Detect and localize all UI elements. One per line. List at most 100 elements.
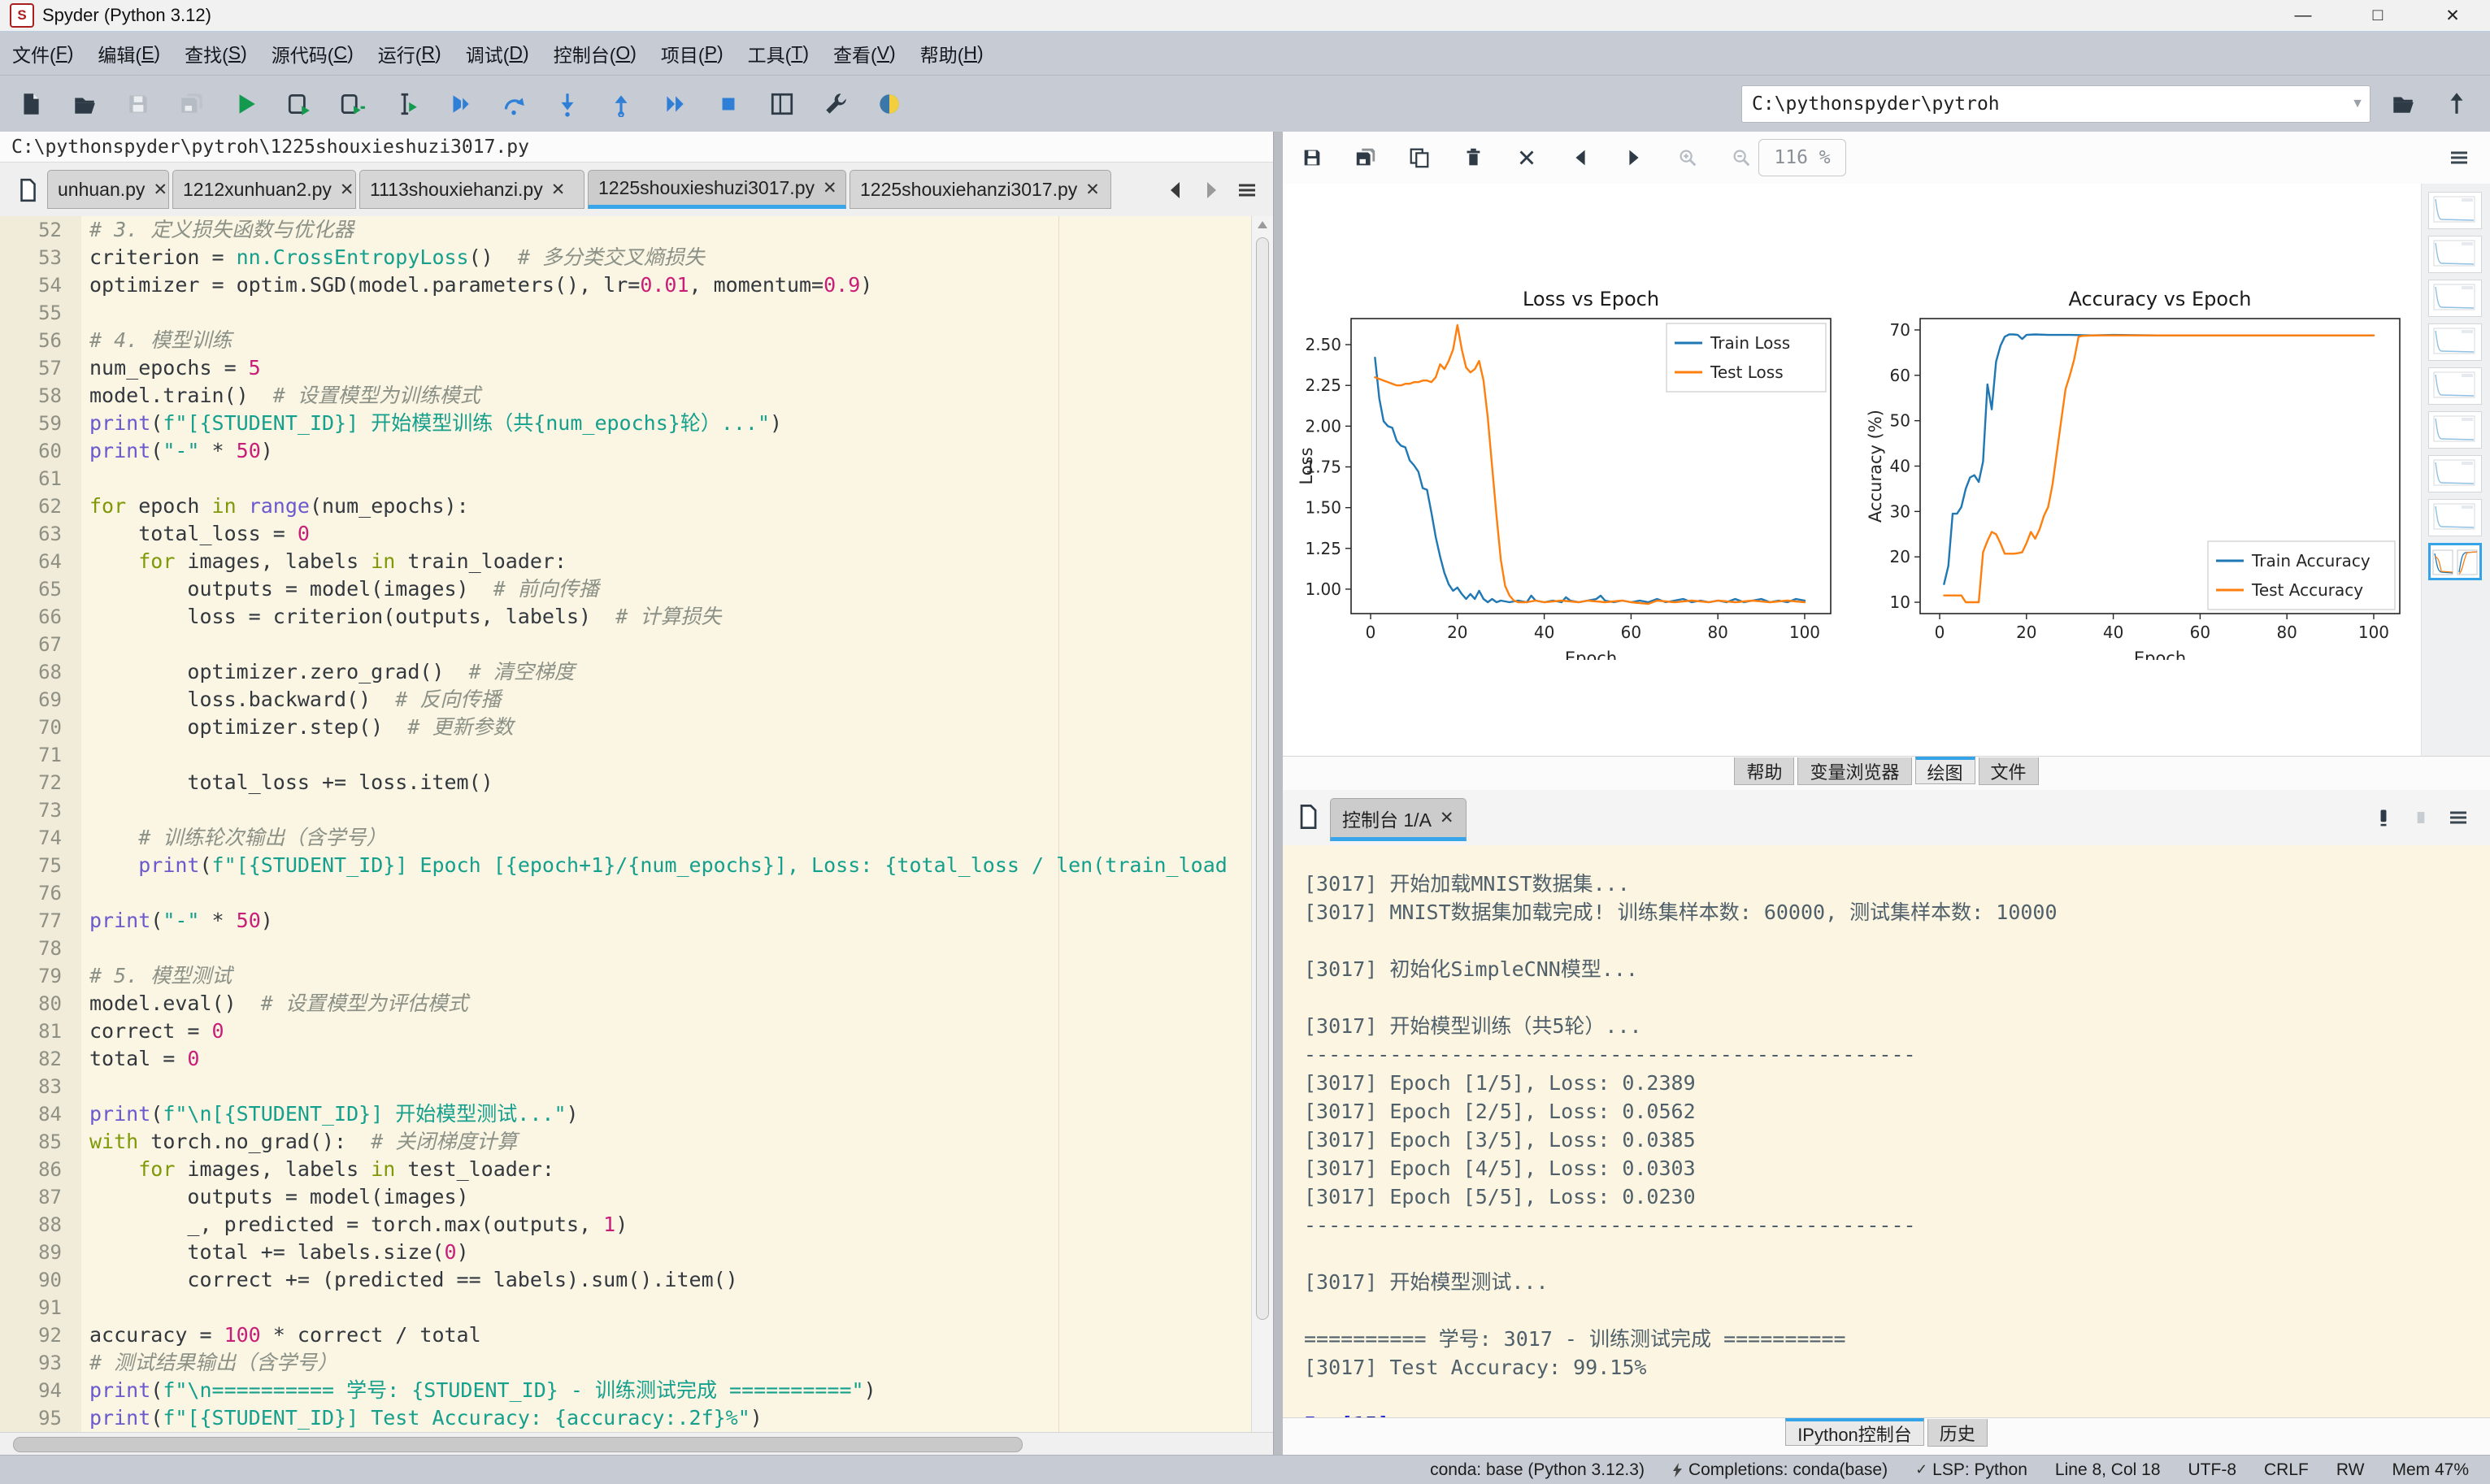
close-icon[interactable]: ✕: [1439, 809, 1454, 827]
code-line-81[interactable]: 81 correct = 0: [0, 1018, 1273, 1045]
code-line-58[interactable]: 58 model.train() # 设置模型为训练模式: [0, 382, 1273, 410]
code-line-68[interactable]: 68 optimizer.zero_grad() # 清空梯度: [0, 658, 1273, 686]
debug-step-return-icon[interactable]: [605, 88, 637, 120]
console-prompt[interactable]: In [15]:: [1304, 1410, 2058, 1417]
plot-thumbnail-5[interactable]: [2428, 367, 2482, 405]
interrupt-kernel-icon[interactable]: [2365, 801, 2402, 834]
code-line-59[interactable]: 59 print(f"[{STUDENT_ID}] 开始模型训练（共{num_ep…: [0, 410, 1273, 437]
menu-item-h[interactable]: 帮助(H): [919, 42, 984, 66]
working-directory-combobox[interactable]: C:\pythonspyder\pytroh ▼: [1741, 85, 2370, 123]
code-line-64[interactable]: 64 for images, labels in train_loader:: [0, 548, 1273, 575]
pane-tab-绘图[interactable]: 绘图: [1914, 757, 1975, 784]
menu-item-d[interactable]: 调试(D): [465, 42, 529, 66]
console-tab-历史[interactable]: 历史: [1927, 1419, 1988, 1447]
code-line-56[interactable]: 56 # 4. 模型训练: [0, 327, 1273, 354]
python-path-manager-icon[interactable]: [873, 88, 906, 120]
code-line-86[interactable]: 86 for images, labels in test_loader:: [0, 1156, 1273, 1183]
code-line-94[interactable]: 94 print(f"\n========== 学号: {STUDENT_ID} …: [0, 1377, 1273, 1404]
menu-item-r[interactable]: 运行(R): [377, 42, 441, 66]
editor-tab-unhuan-py[interactable]: unhuan.py ✕: [47, 170, 169, 209]
console-tab[interactable]: 控制台 1/A ✕: [1330, 798, 1467, 841]
browse-consoles-icon[interactable]: [1294, 803, 1325, 834]
code-line-54[interactable]: 54 optimizer = optim.SGD(model.parameters…: [0, 271, 1273, 299]
code-line-65[interactable]: 65 outputs = model(images) # 前向传播: [0, 575, 1273, 603]
code-line-69[interactable]: 69 loss.backward() # 反向传播: [0, 686, 1273, 714]
scrollbar-thumb[interactable]: [13, 1437, 1023, 1452]
close-icon[interactable]: ✕: [550, 180, 566, 199]
code-line-72[interactable]: 72 total_loss += loss.item(): [0, 769, 1273, 796]
code-line-90[interactable]: 90 correct += (predicted == labels).sum(…: [0, 1266, 1273, 1294]
pane-tab-文件[interactable]: 文件: [1978, 757, 2039, 785]
close-icon[interactable]: ✕: [822, 178, 837, 197]
code-line-91[interactable]: 91: [0, 1294, 1273, 1321]
menu-item-s[interactable]: 查找(S): [185, 42, 247, 66]
code-line-82[interactable]: 82 total = 0: [0, 1045, 1273, 1073]
save-plot-icon[interactable]: [1296, 141, 1328, 174]
code-line-67[interactable]: 67: [0, 631, 1273, 658]
console-options-menu-icon[interactable]: [2440, 801, 2477, 834]
code-line-52[interactable]: 52 # 3. 定义损失函数与优化器: [0, 216, 1273, 244]
editor-tab-1225shouxieshuzi3017-py[interactable]: 1225shouxieshuzi3017.py ✕: [588, 170, 846, 209]
next-tab-button[interactable]: [1193, 174, 1229, 206]
plot-thumbnail-7[interactable]: [2428, 455, 2482, 492]
run-cell-icon[interactable]: [283, 88, 315, 120]
browse-directory-button[interactable]: [2387, 87, 2419, 119]
chevron-down-icon[interactable]: ▼: [2351, 97, 2364, 111]
previous-plot-icon[interactable]: [1564, 141, 1597, 174]
open-file-icon[interactable]: [68, 88, 101, 120]
scroll-up-arrow[interactable]: [1258, 221, 1267, 228]
parent-directory-button[interactable]: [2440, 87, 2473, 119]
code-line-53[interactable]: 53 criterion = nn.CrossEntropyLoss() # 多分…: [0, 244, 1273, 271]
code-line-70[interactable]: 70 optimizer.step() # 更新参数: [0, 714, 1273, 741]
debug-step-over-icon[interactable]: [498, 88, 530, 120]
plot-thumbnail-strip[interactable]: [2421, 184, 2490, 756]
code-line-88[interactable]: 88 _, predicted = torch.max(outputs, 1): [0, 1211, 1273, 1239]
editor-vertical-scrollbar[interactable]: [1251, 216, 1273, 1432]
editor-horizontal-scrollbar[interactable]: [0, 1432, 1273, 1456]
close-button[interactable]: ✕: [2445, 6, 2460, 25]
menu-item-p[interactable]: 项目(P): [660, 42, 724, 66]
code-line-84[interactable]: 84 print(f"\n[{STUDENT_ID}] 开始模型测试..."): [0, 1100, 1273, 1128]
debug-continue-icon[interactable]: [658, 88, 691, 120]
run-file-icon[interactable]: [229, 88, 262, 120]
code-line-80[interactable]: 80 model.eval() # 设置模型为评估模式: [0, 990, 1273, 1018]
run-cell-advance-icon[interactable]: [337, 88, 369, 120]
run-selection-icon[interactable]: [390, 88, 423, 120]
previous-tab-button[interactable]: [1158, 174, 1193, 206]
code-line-78[interactable]: 78: [0, 935, 1273, 962]
code-line-92[interactable]: 92 accuracy = 100 * correct / total: [0, 1321, 1273, 1349]
preferences-icon[interactable]: [819, 88, 852, 120]
editor-tab-1212xunhuan2-py[interactable]: 1212xunhuan2.py ✕: [172, 170, 356, 209]
minimize-button[interactable]: —: [2294, 6, 2312, 24]
code-line-85[interactable]: 85 with torch.no_grad(): # 关闭梯度计算: [0, 1128, 1273, 1156]
menu-item-t[interactable]: 工具(T): [747, 42, 810, 66]
debug-step-into-icon[interactable]: [551, 88, 584, 120]
plots-options-menu-icon[interactable]: [2443, 141, 2475, 174]
editor-options-menu-icon[interactable]: [1229, 174, 1265, 206]
code-line-61[interactable]: 61: [0, 465, 1273, 492]
plot-thumbnail-2[interactable]: [2428, 236, 2482, 273]
new-file-icon[interactable]: [15, 88, 47, 120]
close-icon[interactable]: ✕: [153, 180, 168, 199]
code-line-89[interactable]: 89 total += labels.size(0): [0, 1239, 1273, 1266]
code-line-87[interactable]: 87 outputs = model(images): [0, 1183, 1273, 1211]
plot-thumbnail-3[interactable]: [2428, 280, 2482, 317]
code-line-83[interactable]: 83: [0, 1073, 1273, 1100]
plot-thumbnail-8[interactable]: [2428, 499, 2482, 536]
code-line-63[interactable]: 63 total_loss = 0: [0, 520, 1273, 548]
menu-item-f[interactable]: 文件(F): [12, 42, 74, 66]
code-line-75[interactable]: 75 print(f"[{STUDENT_ID}] Epoch [{epoch+…: [0, 852, 1273, 879]
code-line-73[interactable]: 73: [0, 796, 1273, 824]
code-line-95[interactable]: 95 print(f"[{STUDENT_ID}] Test Accuracy: …: [0, 1404, 1273, 1432]
code-line-71[interactable]: 71: [0, 741, 1273, 769]
code-line-79[interactable]: 79 # 5. 模型测试: [0, 962, 1273, 990]
close-icon[interactable]: ✕: [1085, 180, 1100, 199]
menu-item-c[interactable]: 源代码(C): [271, 42, 354, 66]
plot-thumbnail-4[interactable]: [2428, 323, 2482, 361]
next-plot-icon[interactable]: [1618, 141, 1650, 174]
close-icon[interactable]: ✕: [339, 180, 354, 199]
code-line-62[interactable]: 62 for epoch in range(num_epochs):: [0, 492, 1273, 520]
maximize-button[interactable]: □: [2372, 6, 2384, 24]
menu-item-v[interactable]: 查看(V): [833, 42, 896, 66]
scrollbar-thumb[interactable]: [1256, 237, 1269, 1320]
